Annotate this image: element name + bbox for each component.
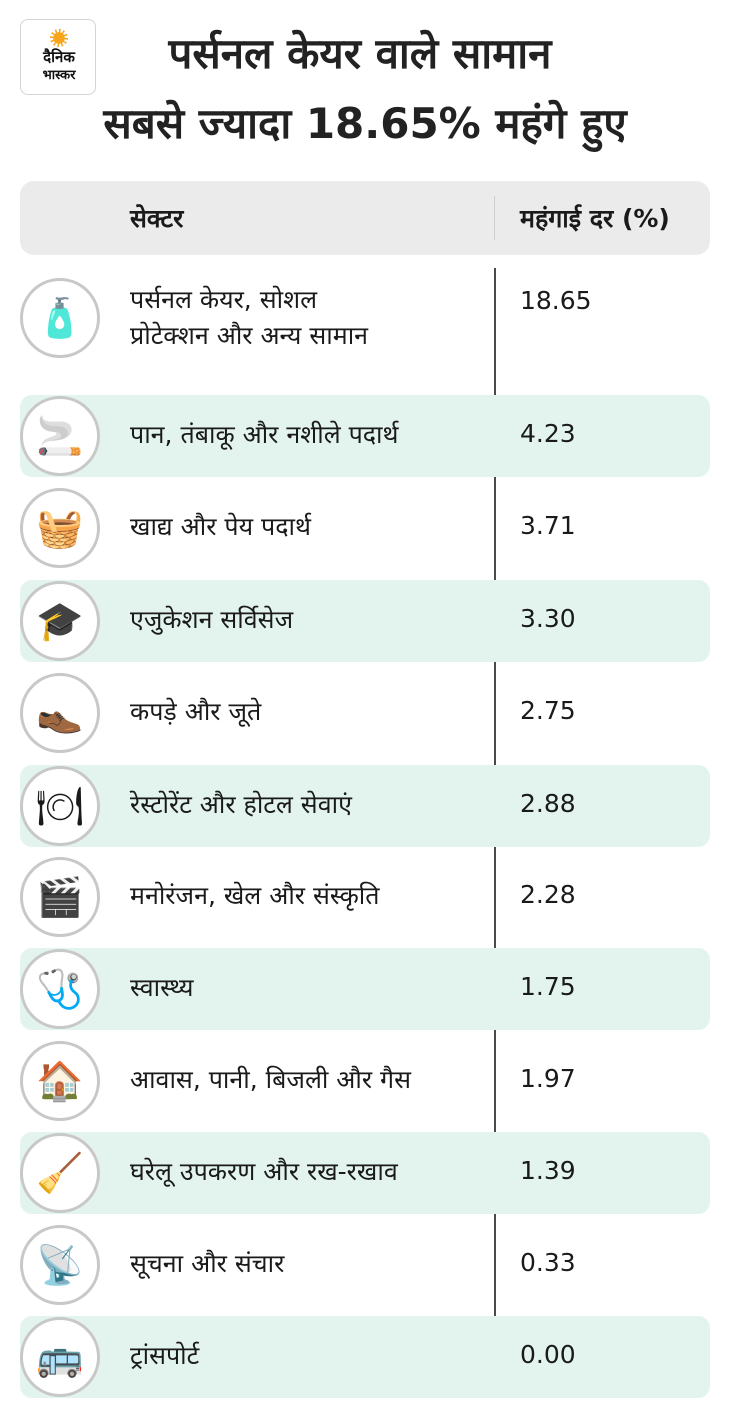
- table-row: 🎓 एजुकेशन सर्विसेज 3.30: [20, 580, 710, 662]
- table-row: 🏠 आवास, पानी, बिजली और गैस 1.97: [20, 1040, 710, 1122]
- dainik-bhaskar-logo: दैनिक भास्कर: [20, 19, 96, 95]
- sector-label-line1: पर्सनल केयर, सोशल: [130, 285, 318, 314]
- page-title-line1: पर्सनल केयर वाले सामान: [168, 29, 552, 78]
- inflation-value: 1.39: [520, 1156, 576, 1185]
- sector-label-line1: पान, तंबाकू और नशीले पदार्थ: [130, 420, 399, 449]
- entertainment-sports-icon: 🎬: [20, 857, 100, 937]
- food-basket-icon: 🧺: [20, 488, 100, 568]
- header-inflation-rate: महंगाई दर (%): [520, 204, 670, 233]
- sector-label: पर्सनल केयर, सोशल प्रोटेक्शन और अन्य सामा…: [130, 282, 368, 355]
- table-row: 👞 कपड़े और जूते 2.75: [20, 672, 710, 754]
- washing-machine-icon: 🧹: [20, 1133, 100, 1213]
- inflation-value: 18.65: [520, 286, 592, 315]
- inflation-value: 3.71: [520, 511, 576, 540]
- logo-line1: दैनिक: [43, 48, 75, 66]
- table-row: 🧺 खाद्य और पेय पदार्थ 3.71: [20, 487, 710, 569]
- sector-label-line1: खाद्य और पेय पदार्थ: [130, 512, 311, 541]
- table-row: 🚌 ट्रांसपोर्ट 0.00: [20, 1316, 710, 1398]
- header-sector: सेक्टर: [130, 204, 184, 233]
- logo-line2: भास्कर: [42, 68, 76, 83]
- sector-label: मनोरंजन, खेल और संस्कृति: [130, 878, 380, 914]
- sector-label-line1: ट्रांसपोर्ट: [130, 1341, 200, 1370]
- inflation-value: 2.88: [520, 789, 576, 818]
- personal-care-products-icon: 🧴: [20, 278, 100, 358]
- table-row: 🎬 मनोरंजन, खेल और संस्कृति 2.28: [20, 856, 710, 938]
- sector-label: पान, तंबाकू और नशीले पदार्थ: [130, 417, 399, 453]
- inflation-value: 4.23: [520, 419, 576, 448]
- table-row: 🩺 स्वास्थ्य 1.75: [20, 948, 710, 1030]
- inflation-value: 0.00: [520, 1340, 576, 1369]
- sector-label: सूचना और संचार: [130, 1246, 284, 1282]
- table-row: 🧹 घरेलू उपकरण और रख-रखाव 1.39: [20, 1132, 710, 1214]
- inflation-value: 2.75: [520, 696, 576, 725]
- sector-label: रेस्टोरेंट और होटल सेवाएं: [130, 787, 352, 823]
- inflation-value: 1.75: [520, 972, 576, 1001]
- table-row: 🧴 पर्सनल केयर, सोशल प्रोटेक्शन और अन्य साम…: [20, 268, 710, 376]
- inflation-value: 1.97: [520, 1064, 576, 1093]
- sector-label-line1: घरेलू उपकरण और रख-रखाव: [130, 1157, 398, 1186]
- health-stethoscope-icon: 🩺: [20, 949, 100, 1029]
- inflation-value: 2.28: [520, 880, 576, 909]
- sector-label-line1: आवास, पानी, बिजली और गैस: [130, 1065, 412, 1094]
- inflation-value: 0.33: [520, 1248, 576, 1277]
- restaurant-cutlery-icon: 🍽: [20, 766, 100, 846]
- inflation-value: 3.30: [520, 604, 576, 633]
- sector-label: आवास, पानी, बिजली और गैस: [130, 1062, 411, 1098]
- sun-icon: [50, 29, 68, 47]
- sector-label-line1: मनोरंजन, खेल और संस्कृति: [130, 881, 380, 910]
- satellite-phone-icon: 📡: [20, 1225, 100, 1305]
- header-divider: [494, 196, 495, 240]
- sector-label-line1: एजुकेशन सर्विसेज: [130, 605, 294, 634]
- clothes-shoes-icon: 👞: [20, 673, 100, 753]
- sector-label-line2: प्रोटेक्शन और अन्य सामान: [130, 321, 369, 351]
- sector-label-line1: कपड़े और जूते: [130, 697, 262, 726]
- table-row: 🚬 पान, तंबाकू और नशीले पदार्थ 4.23: [20, 395, 710, 477]
- sector-label: एजुकेशन सर्विसेज: [130, 602, 293, 638]
- education-books-icon: 🎓: [20, 581, 100, 661]
- table-row: 📡 सूचना और संचार 0.33: [20, 1224, 710, 1306]
- sector-label: घरेलू उपकरण और रख-रखाव: [130, 1154, 398, 1190]
- sector-label-line1: रेस्टोरेंट और होटल सेवाएं: [130, 790, 352, 819]
- house-utilities-icon: 🏠: [20, 1041, 100, 1121]
- tobacco-paan-icon: 🚬: [20, 396, 100, 476]
- sector-label: खाद्य और पेय पदार्थ: [130, 509, 311, 545]
- table-row: 🍽 रेस्टोरेंट और होटल सेवाएं 2.88: [20, 765, 710, 847]
- sector-label: कपड़े और जूते: [130, 694, 261, 730]
- page-title-line2: सबसे ज्यादा 18.65% महंगे हुए: [103, 99, 627, 148]
- transport-city-icon: 🚌: [20, 1317, 100, 1397]
- sector-label: ट्रांसपोर्ट: [130, 1338, 199, 1374]
- sector-label: स्वास्थ्य: [130, 970, 193, 1006]
- sector-label-line1: स्वास्थ्य: [130, 973, 194, 1002]
- sector-label-line1: सूचना और संचार: [130, 1249, 285, 1278]
- table-header: सेक्टर महंगाई दर (%): [20, 181, 710, 255]
